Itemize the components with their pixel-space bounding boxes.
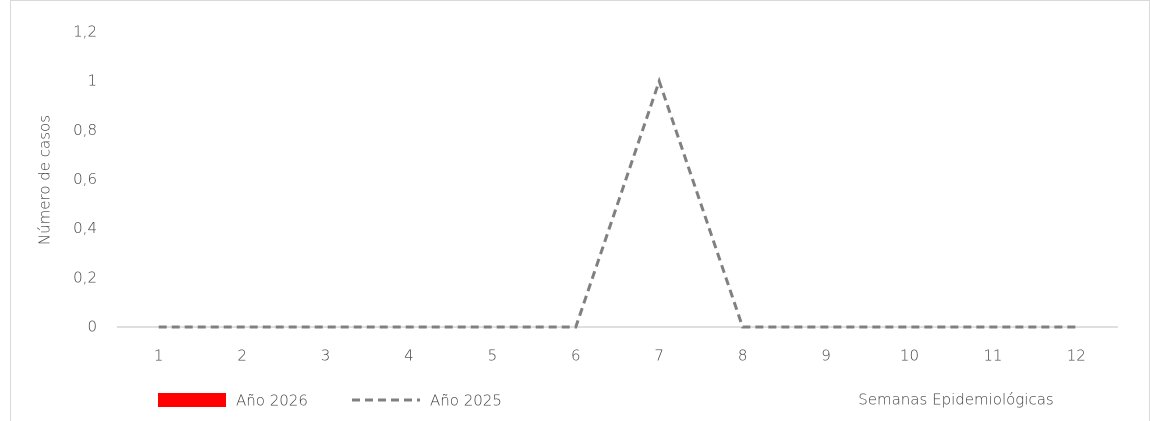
x-tick-label: 9 — [821, 347, 831, 365]
x-tick-label: 1 — [154, 347, 164, 365]
x-tick-label: 3 — [321, 347, 331, 365]
x-tick-label: 7 — [654, 347, 664, 365]
legend-label: Año 2025 — [430, 392, 502, 410]
x-tick-label: 2 — [237, 347, 247, 365]
legend-swatch — [158, 393, 226, 407]
y-tick-label: 0,8 — [73, 121, 97, 139]
y-tick-label: 0 — [87, 318, 97, 336]
y-tick-label: 0,6 — [73, 170, 97, 188]
x-tick-label: 5 — [488, 347, 498, 365]
legend-label: Año 2026 — [236, 392, 308, 410]
x-tick-label: 12 — [1067, 347, 1086, 365]
x-tick-label: 8 — [738, 347, 748, 365]
x-tick-label: 6 — [571, 347, 581, 365]
x-tick-label: 4 — [404, 347, 414, 365]
y-tick-label: 1,2 — [73, 23, 97, 41]
x-tick-label: 11 — [983, 347, 1002, 365]
chart-frame — [10, 0, 1150, 421]
x-tick-label: 10 — [900, 347, 919, 365]
y-axis-title: Número de casos — [36, 115, 54, 245]
y-tick-label: 0,4 — [73, 219, 97, 237]
x-axis-title: Semanas Epidemiológicas — [858, 391, 1053, 409]
y-tick-label: 1 — [87, 72, 97, 90]
line-series — [158, 76, 1077, 329]
y-tick-label: 0,2 — [73, 268, 97, 286]
